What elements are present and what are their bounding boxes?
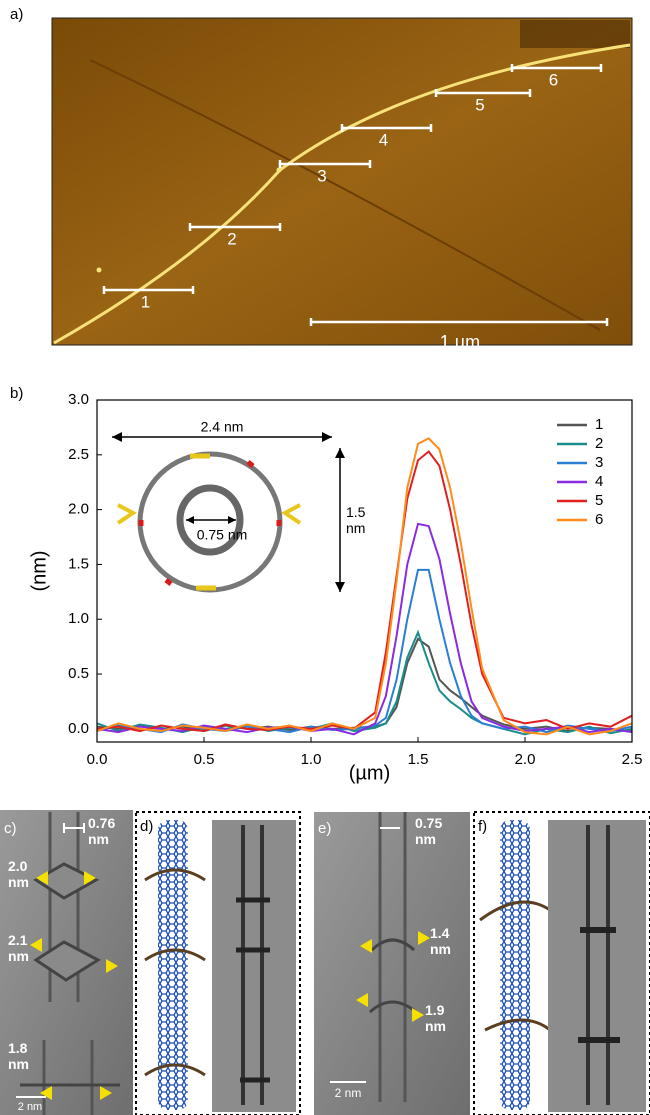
molecule-model xyxy=(144,868,206,1077)
afm-nanotube xyxy=(53,43,631,345)
profile-number: 6 xyxy=(549,70,558,89)
profile-bar xyxy=(102,286,195,294)
legend-label: 6 xyxy=(595,511,603,528)
x-tick-label: 1.5 xyxy=(408,751,429,768)
y-tick-label: 0.5 xyxy=(68,665,89,682)
x-tick-label: 1.0 xyxy=(301,751,322,768)
sim-rings xyxy=(236,897,270,1083)
x-tick-label: 2.5 xyxy=(622,751,643,768)
inset-molecule xyxy=(112,432,345,593)
profile-number: 4 xyxy=(379,130,388,149)
panel-label: c) xyxy=(4,820,17,837)
sim-tube xyxy=(241,825,264,1105)
profile-bar xyxy=(434,89,532,97)
afm-shadow xyxy=(520,20,630,48)
scale-label: 2 nm xyxy=(18,1101,42,1113)
inset-label: 1.5 nm xyxy=(346,504,366,536)
panel-label: d) xyxy=(140,818,154,835)
legend-label: 3 xyxy=(595,454,603,471)
profile-bar xyxy=(510,64,603,72)
y-tick-label: 1.0 xyxy=(68,610,89,627)
profile-bar xyxy=(340,124,433,132)
tem-image-e xyxy=(314,812,470,1115)
legend-label: 5 xyxy=(595,492,603,509)
plot-frame xyxy=(96,399,633,743)
legend-label: 1 xyxy=(595,416,603,433)
y-tick-label: 2.5 xyxy=(68,446,89,463)
inset-label: 0.75 nm xyxy=(197,527,248,543)
afm-particle xyxy=(96,267,102,273)
simulated-image-d xyxy=(212,820,296,1112)
sim-rings xyxy=(578,927,620,1043)
tem-annotation: 1.8 nm xyxy=(8,1040,29,1072)
scale-label: 1 µm xyxy=(440,332,480,352)
tem-tube xyxy=(42,812,94,1115)
series-line xyxy=(96,568,633,734)
y-tick-label: 1.5 xyxy=(68,555,89,572)
arrowheads xyxy=(30,871,430,1100)
tem-annotation: 1.9 nm xyxy=(425,1002,446,1034)
afm-fiber xyxy=(89,59,601,331)
legend-label: 4 xyxy=(595,473,603,490)
tem-annotation: 0.75 nm xyxy=(415,815,443,847)
tem-annotation: 2.0 nm xyxy=(8,858,29,890)
profile-number: 1 xyxy=(141,292,150,311)
tem-rings xyxy=(20,862,120,1087)
panel-label: f) xyxy=(478,818,488,835)
panel-label: a) xyxy=(10,6,24,23)
x-tick-label: 0.5 xyxy=(194,751,215,768)
y-tick-label: 3.0 xyxy=(68,391,89,408)
y-tick-label: 2.0 xyxy=(68,501,89,518)
series-line xyxy=(96,629,633,736)
profile-number: 3 xyxy=(317,166,326,185)
scale-label: 2 nm xyxy=(335,1086,362,1100)
x-tick-label: 2.0 xyxy=(515,751,536,768)
panel-label: b) xyxy=(10,385,24,402)
tem-annotation: 0.76 nm xyxy=(88,815,116,847)
series-line xyxy=(96,637,633,733)
x-tick-label: 0.0 xyxy=(87,751,108,768)
legend-label: 2 xyxy=(595,435,603,452)
scale-bar xyxy=(16,1081,366,1098)
nanotube-model xyxy=(158,820,188,1110)
panel-label: e) xyxy=(318,820,332,837)
profile-number: 5 xyxy=(475,95,484,114)
series-line xyxy=(96,437,633,736)
molecule-model xyxy=(479,900,551,1032)
diameter-bar xyxy=(63,823,400,833)
series-line xyxy=(96,450,633,733)
tem-tube xyxy=(378,812,407,1102)
nanotube-model xyxy=(500,820,530,1110)
scale-bar xyxy=(309,318,609,326)
profile-bar xyxy=(188,223,282,231)
series-line xyxy=(96,522,633,736)
x-axis-label: (µm) xyxy=(349,762,391,784)
sim-tube xyxy=(586,825,610,1105)
profile-number: 2 xyxy=(227,229,236,248)
afm-particle xyxy=(276,167,282,173)
y-tick-label: 0.0 xyxy=(68,720,89,737)
profile-bar xyxy=(278,160,372,168)
tem-annotation: 2.1 nm xyxy=(8,932,29,964)
y-axis-label: (nm) xyxy=(28,550,50,591)
simulated-image-f xyxy=(548,820,646,1112)
tem-annotation: 1.4 nm xyxy=(430,925,451,957)
inset-label: 2.4 nm xyxy=(201,419,244,435)
